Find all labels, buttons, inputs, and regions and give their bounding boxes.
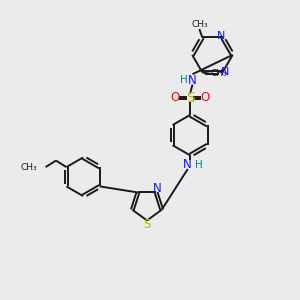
Text: CH₃: CH₃ (21, 163, 37, 172)
Text: N: N (153, 182, 162, 195)
Text: S: S (143, 218, 151, 231)
Text: O: O (200, 92, 210, 104)
Text: N: N (221, 68, 229, 77)
Text: N: N (188, 74, 197, 87)
Text: N: N (183, 158, 191, 171)
Text: CH₃: CH₃ (210, 69, 227, 78)
Text: O: O (171, 92, 180, 104)
Text: CH₃: CH₃ (191, 20, 208, 29)
Text: S: S (186, 91, 194, 105)
Text: N: N (217, 31, 225, 41)
Text: H: H (180, 75, 188, 85)
Text: H: H (195, 160, 202, 170)
